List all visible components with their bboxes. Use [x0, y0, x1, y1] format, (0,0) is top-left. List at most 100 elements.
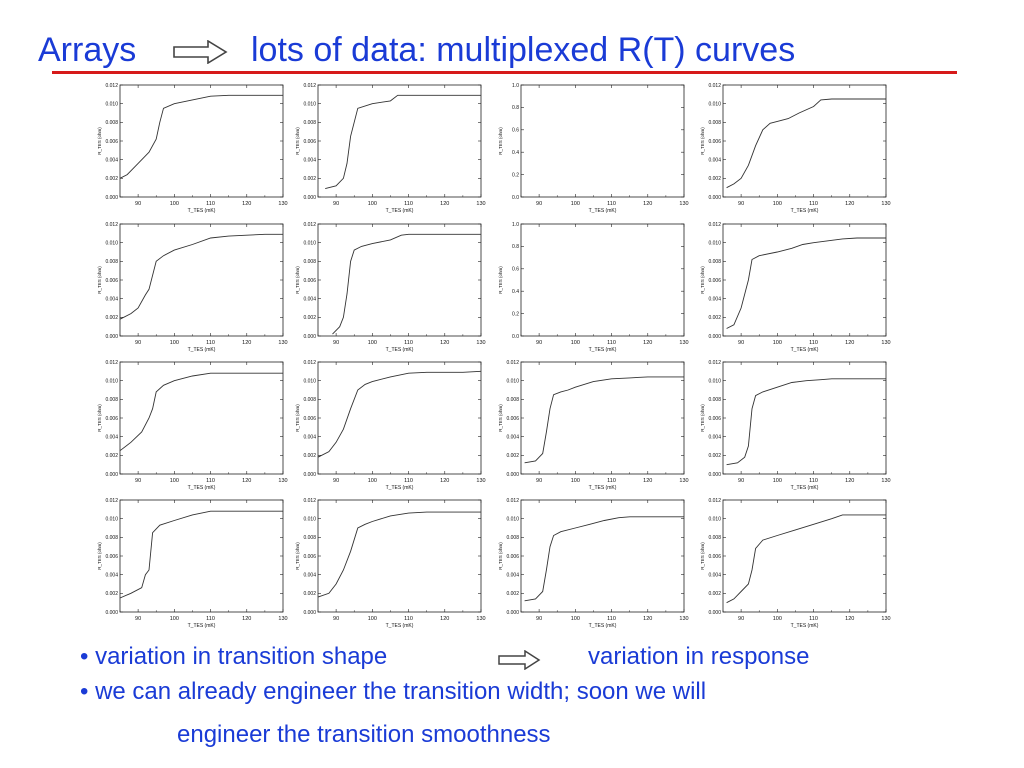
x-tick-label: 130: [476, 616, 485, 622]
x-tick-label: 130: [881, 340, 890, 346]
rt-curve: [726, 237, 886, 329]
x-axis-label: T_TES (mK): [791, 208, 819, 214]
y-tick-label: 0.2: [512, 311, 519, 317]
y-axis-label: R_TES (ohm): [295, 404, 300, 432]
y-tick-label: 0.010: [105, 378, 118, 384]
rt-plot-4: 90 100 110 120 130 0.000 0.002 0.004 0.006 0.008 0…: [700, 83, 891, 214]
rt-plot-3: 90 100 110 120 130 0.0 0.2 0.4 0.6 0.8 1.0 T_TES (m…: [498, 83, 689, 214]
y-tick-label: 0.012: [708, 360, 721, 366]
x-tick-label: 130: [679, 478, 688, 484]
right-arrow-icon: [173, 40, 228, 64]
rt-curve: [726, 98, 886, 189]
bullet-1-right: variation in response: [588, 643, 810, 670]
y-tick-label: 0.010: [303, 101, 316, 107]
y-tick-label: 0.006: [105, 416, 118, 422]
y-tick-label: 0.010: [105, 516, 118, 522]
plot-frame: [119, 223, 284, 337]
y-tick-label: 1.0: [512, 222, 519, 228]
y-tick-label: 0.8: [512, 244, 519, 250]
rt-curve: [524, 376, 684, 464]
x-axis-label: T_TES (mK): [386, 208, 414, 214]
y-tick-label: 0.000: [105, 195, 118, 201]
x-tick-label: 110: [404, 478, 413, 484]
y-tick-label: 0.000: [105, 472, 118, 478]
y-tick-label: 0.006: [105, 278, 118, 284]
plot-frame: [520, 84, 685, 198]
x-tick-label: 90: [738, 340, 744, 346]
x-tick-label: 90: [536, 478, 542, 484]
y-tick-label: 0.012: [303, 222, 316, 228]
y-tick-label: 0.004: [303, 572, 316, 578]
y-tick-label: 0.010: [105, 240, 118, 246]
x-axis-label: T_TES (mK): [791, 623, 819, 629]
x-tick-label: 100: [773, 478, 782, 484]
y-tick-label: 0.008: [303, 120, 316, 126]
rt-plot-9: 90 100 110 120 130 0.000 0.002 0.004 0.006 0.008 0…: [97, 360, 288, 491]
rt-plot-10: 90 100 110 120 130 0.000 0.002 0.004 0.006 0.008 0…: [295, 360, 486, 491]
rt-plot-16: 90 100 110 120 130 0.000 0.002 0.004 0.006 0.008 0…: [700, 498, 891, 629]
x-tick-label: 110: [404, 340, 413, 346]
y-axis-label: R_TES (ohm): [97, 542, 102, 570]
x-tick-label: 100: [571, 616, 580, 622]
x-tick-label: 120: [845, 478, 854, 484]
y-tick-label: 0.006: [506, 416, 519, 422]
x-tick-label: 110: [206, 201, 215, 207]
x-tick-label: 130: [278, 201, 287, 207]
x-tick-label: 90: [536, 201, 542, 207]
x-tick-label: 120: [643, 340, 652, 346]
y-tick-label: 0.012: [303, 498, 316, 504]
x-tick-label: 130: [881, 616, 890, 622]
x-tick-label: 130: [679, 201, 688, 207]
x-tick-label: 130: [881, 201, 890, 207]
title-underline: [52, 71, 957, 74]
rt-plot-5: 90 100 110 120 130 0.000 0.002 0.004 0.006 0.008 0…: [97, 222, 288, 353]
y-axis-label: R_TES (ohm): [295, 127, 300, 155]
y-tick-label: 0.012: [303, 83, 316, 89]
x-tick-label: 100: [170, 478, 179, 484]
y-tick-label: 0.008: [708, 397, 721, 403]
y-tick-label: 0.4: [512, 289, 519, 295]
y-axis-label: R_TES (ohm): [700, 266, 705, 294]
y-tick-label: 0.002: [506, 591, 519, 597]
x-tick-label: 120: [643, 201, 652, 207]
y-tick-label: 0.010: [708, 101, 721, 107]
y-tick-label: 0.004: [708, 572, 721, 578]
x-tick-label: 120: [845, 201, 854, 207]
x-tick-label: 110: [607, 616, 616, 622]
y-tick-label: 0.002: [105, 591, 118, 597]
y-tick-label: 0.002: [303, 591, 316, 597]
plot-frame: [722, 223, 887, 337]
x-axis-label: T_TES (mK): [589, 485, 617, 491]
y-tick-label: 0.008: [105, 120, 118, 126]
x-tick-label: 90: [333, 340, 339, 346]
plot-frame: [119, 84, 284, 198]
y-tick-label: 0.010: [506, 516, 519, 522]
x-tick-label: 90: [738, 201, 744, 207]
x-tick-label: 110: [206, 340, 215, 346]
title-left: Arrays: [38, 31, 137, 69]
x-axis-label: T_TES (mK): [188, 623, 216, 629]
x-axis-label: T_TES (mK): [791, 485, 819, 491]
y-tick-label: 0.004: [303, 434, 316, 440]
rt-curve: [119, 233, 283, 320]
x-tick-label: 120: [845, 340, 854, 346]
x-tick-label: 130: [679, 340, 688, 346]
y-tick-label: 0.010: [105, 101, 118, 107]
y-tick-label: 0.010: [506, 378, 519, 384]
y-tick-label: 0.004: [708, 434, 721, 440]
y-axis-label: R_TES (ohm): [295, 542, 300, 570]
y-tick-label: 0.010: [303, 378, 316, 384]
y-tick-label: 0.004: [303, 157, 316, 163]
y-tick-label: 0.008: [303, 397, 316, 403]
y-tick-label: 0.000: [506, 610, 519, 616]
y-tick-label: 0.000: [708, 472, 721, 478]
x-tick-label: 100: [170, 340, 179, 346]
rt-plot-6: 90 100 110 120 130 0.000 0.002 0.004 0.006 0.008 0…: [295, 222, 486, 353]
bullet-2-continuation: engineer the transition smoothness: [177, 721, 551, 748]
y-tick-label: 0.000: [708, 334, 721, 340]
x-tick-label: 90: [738, 478, 744, 484]
y-tick-label: 0.012: [708, 498, 721, 504]
rt-plot-8: 90 100 110 120 130 0.000 0.002 0.004 0.006 0.008 0…: [700, 222, 891, 353]
y-tick-label: 0.004: [708, 157, 721, 163]
y-tick-label: 0.8: [512, 105, 519, 111]
